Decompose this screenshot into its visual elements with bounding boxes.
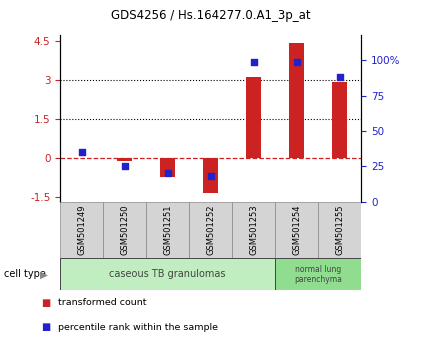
Text: caseous TB granulomas: caseous TB granulomas [110,269,226,279]
FancyBboxPatch shape [103,202,146,258]
Text: GSM501254: GSM501254 [292,205,301,255]
Text: normal lung
parenchyma: normal lung parenchyma [294,265,342,284]
Text: percentile rank within the sample: percentile rank within the sample [58,323,218,332]
FancyBboxPatch shape [275,202,318,258]
FancyBboxPatch shape [189,202,232,258]
Bar [117,158,132,161]
Bar [289,43,304,158]
Bar [203,158,218,193]
Bar [332,82,347,158]
Text: ▶: ▶ [40,269,48,279]
Text: ■: ■ [41,298,50,308]
Point [78,149,85,155]
FancyBboxPatch shape [146,202,189,258]
Bar [160,158,175,177]
Point [336,74,343,80]
Point [121,164,128,169]
Text: ■: ■ [41,322,50,332]
FancyBboxPatch shape [318,202,361,258]
Bar [246,77,261,158]
Text: cell type: cell type [4,269,46,279]
Point [250,59,257,64]
Text: transformed count: transformed count [58,298,147,307]
FancyBboxPatch shape [232,202,275,258]
Text: GDS4256 / Hs.164277.0.A1_3p_at: GDS4256 / Hs.164277.0.A1_3p_at [111,9,310,22]
Point [164,171,171,176]
FancyBboxPatch shape [275,258,361,290]
Text: GSM501250: GSM501250 [120,205,129,255]
Point [293,59,300,64]
Text: GSM501249: GSM501249 [77,205,86,255]
Text: GSM501251: GSM501251 [163,205,172,255]
Point [207,173,214,179]
Text: GSM501252: GSM501252 [206,205,215,255]
Text: GSM501253: GSM501253 [249,205,258,256]
FancyBboxPatch shape [60,258,275,290]
FancyBboxPatch shape [60,202,103,258]
Text: GSM501255: GSM501255 [335,205,344,255]
